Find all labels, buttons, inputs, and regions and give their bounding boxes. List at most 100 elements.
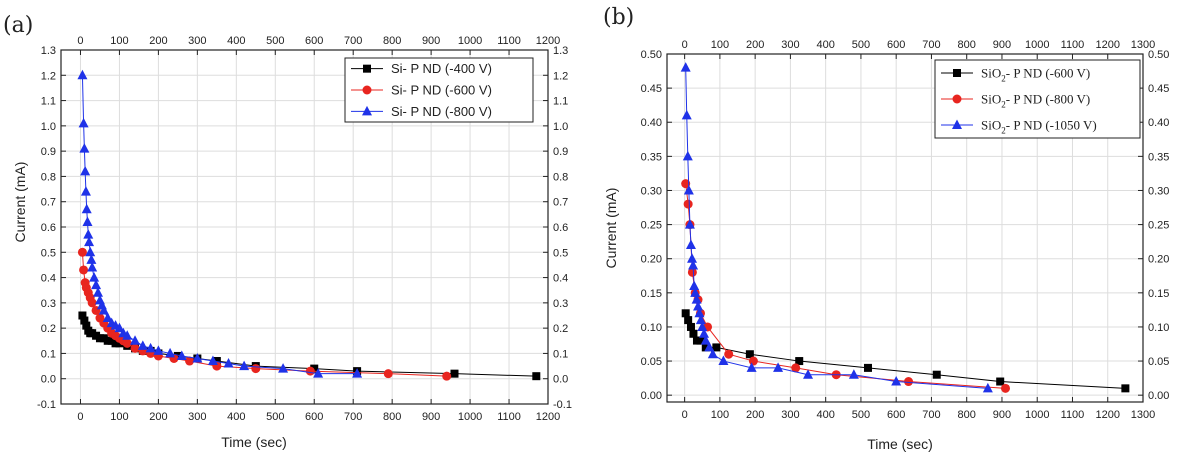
data-point [130,343,140,353]
data-point [114,322,125,333]
x-tick-label: 500 [266,411,284,423]
y-axis-title: Current (mA) [603,188,619,269]
x-tick-label-top: 900 [422,35,440,47]
data-point [223,358,234,368]
y-tick-label-right: 0.35 [1148,151,1169,163]
data-point [84,236,95,247]
data-point [153,345,164,355]
x-tick-label: 800 [958,409,976,421]
legend-marker [953,69,961,77]
x-tick-label-top: 500 [852,39,870,51]
legend-label: Si- P ND (-600 V) [391,83,492,98]
x-tick-label-top: 400 [227,35,245,47]
x-tick-label-top: 1100 [1061,39,1085,51]
legend: Si- P ND (-400 V) Si- P ND (-600 V) Si- P … [344,57,534,123]
data-point [93,287,104,297]
x-tick-label-top: 700 [922,39,940,51]
data-point [442,371,452,381]
data-point [80,316,89,325]
y-tick-label: 0.0 [41,374,56,386]
y-tick-label: 0.45 [641,83,662,95]
data-point [81,203,92,214]
data-point [724,349,734,359]
x-tick-label: 1100 [1061,409,1085,421]
data-point [165,347,176,358]
y-tick-label: 1.0 [41,121,56,133]
y-tick-label-right: 0.30 [1148,185,1169,197]
y-tick-label: 0.40 [641,117,662,129]
plot-frame [666,53,1144,403]
x-tick-label-top: 100 [110,35,128,47]
data-point [904,377,914,387]
x-tick-label: 1000 [458,411,482,423]
x-tick-label: 700 [344,411,362,423]
legend-label-part: SiO [981,66,1001,81]
data-point [383,369,393,379]
y-tick-label: -0.1 [37,399,56,411]
x-tick-label: 400 [816,409,834,421]
y-tick-label: 1.1 [41,96,56,108]
data-point [681,109,692,120]
data-point [1000,383,1010,393]
legend-label-part: - P ND (-1050 V) [1006,118,1097,133]
y-tick-label-right: 0.6 [553,222,568,234]
data-point [697,321,708,331]
data-point [685,239,696,250]
x-tick-label: 900 [422,411,440,423]
x-tick-label: 200 [746,409,764,421]
data-point [87,298,97,308]
data-point [696,336,705,345]
y-tick-label: 0.10 [641,322,662,334]
data-point [352,368,363,378]
series-3 [77,69,363,378]
data-point [78,311,87,320]
y-tick-label-right: 0.10 [1148,322,1169,334]
data-point [532,372,541,381]
data-point [745,350,754,359]
data-point [239,360,250,371]
data-point [278,363,289,373]
x-tick-label-top: 0 [682,39,688,51]
y-tick-label-right: 0.2 [553,323,568,335]
data-point [176,350,187,360]
y-tick-label: 0.05 [641,356,662,368]
legend-label: SiO2- P ND (-600 V) [981,66,1090,84]
x-tick-label-top: 600 [305,35,323,47]
legend-marker [362,105,372,116]
y-tick-label-right: 0.20 [1148,254,1169,266]
data-point [688,260,699,270]
x-tick-label: 1200 [1095,409,1119,421]
data-point [686,322,695,331]
x-tick-label: 600 [305,411,323,423]
data-point [122,330,133,340]
data-point [137,340,148,350]
x-tick-label-top: 1000 [1025,39,1049,51]
data-point [791,363,801,373]
x-tick-label-top: 1100 [497,35,521,47]
y-tick-label-right: 0.15 [1148,288,1169,300]
x-tick-label: 600 [887,409,905,421]
y-tick-label: 1.3 [41,45,56,57]
x-tick-label-top: 700 [344,35,362,47]
y-tick-label-right: 0.4 [553,273,568,285]
y-tick-label: 1.2 [41,70,56,82]
y-tick-label: 0.4 [41,273,56,285]
x-tick-label: 1200 [536,411,560,423]
data-point [687,253,698,263]
y-tick-label-right: 1.3 [553,45,568,57]
data-point [718,355,729,366]
data-point [689,280,700,290]
x-tick-label-top: 500 [266,35,284,47]
x-tick-label-top: 400 [816,39,834,51]
data-point [700,335,711,345]
data-point [78,117,89,128]
data-point [305,366,315,376]
data-point [687,267,697,277]
legend-label-subscript: 2 [1001,126,1006,136]
legend-label-part: SiO [981,92,1001,107]
chart-panel-a: (a) 0 0 100 100 200 200 300 300 400 400 500 500 600 60… [3,13,572,450]
data-point [86,254,97,264]
x-tick-label: 0 [682,409,688,421]
y-tick-label-right: 0.9 [553,146,568,158]
